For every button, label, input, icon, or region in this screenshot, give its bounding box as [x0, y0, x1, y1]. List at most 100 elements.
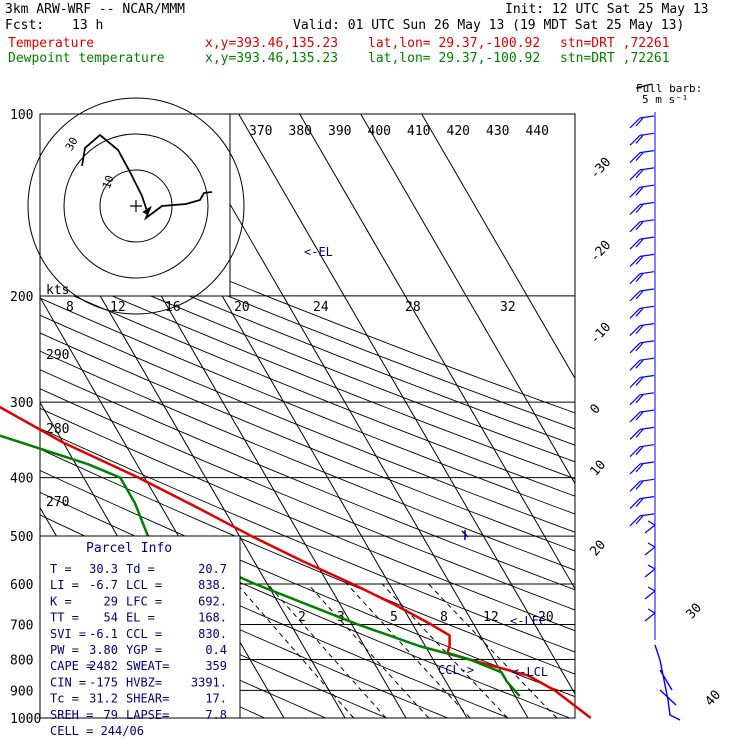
- dewpoint-line: [0, 434, 521, 697]
- wind-barb: [629, 305, 655, 319]
- dry-adiabat: [40, 314, 575, 533]
- wind-barb: [644, 542, 656, 556]
- parcel-param-label: YGP =: [126, 643, 162, 657]
- parcel-param-label: SHEAR=: [126, 692, 169, 706]
- dry-adiabat: [40, 427, 575, 653]
- hodograph: [27, 97, 245, 315]
- parcel-param-label: LFC =: [126, 594, 162, 608]
- dry-adiabat: [40, 562, 387, 718]
- dry-adiabat: [40, 332, 575, 552]
- wind-barb: [629, 357, 655, 371]
- wind-barb: [629, 496, 655, 510]
- mixing-ratio-line: [346, 583, 471, 718]
- wind-barb: [629, 513, 655, 527]
- lcl-annotation: <-LCL: [512, 665, 548, 679]
- forecast-label: Fcst:: [5, 18, 45, 33]
- mixing-ratio-label: 8: [440, 610, 448, 625]
- init-time: Init: 12 UTC Sat 25 May 13: [505, 2, 709, 17]
- parcel-param-label: CCL =: [126, 627, 162, 641]
- mixing-ratio-label: 20: [538, 610, 554, 625]
- pseudoadiabat-label: 290: [46, 348, 69, 363]
- parcel-param-value: 20.7: [198, 562, 227, 576]
- pressure-tick-label: 300: [10, 396, 33, 411]
- parcel-param-value: 3.80: [89, 643, 118, 657]
- dry-adiabat: [40, 297, 575, 515]
- pseudoadiabat-label: 280: [46, 422, 69, 437]
- pressure-tick-label: 600: [10, 578, 33, 593]
- temperature-station: stn=DRT ,72261: [560, 36, 670, 51]
- barb-scale-units: 5 m s⁻¹: [642, 93, 688, 106]
- parcel-param-label: T =: [50, 562, 72, 576]
- hodograph-speed-label: 12: [110, 300, 126, 315]
- hodograph-speed-label: 32: [500, 300, 516, 315]
- hodograph-ring: [63, 133, 209, 279]
- parcel-param-label: PW =: [50, 643, 79, 657]
- parcel-param-label: K =: [50, 594, 72, 608]
- hodograph-trace: [81, 133, 213, 221]
- parcel-param-label: CIN =: [50, 675, 86, 689]
- parcel-param-value: 7.8: [205, 708, 227, 722]
- hodograph-speed-label: 20: [234, 300, 250, 315]
- mixing-ratio-line: [236, 583, 355, 718]
- parcel-param-value: 29: [104, 594, 118, 608]
- isotherm: [238, 114, 575, 695]
- wind-barb: [644, 564, 656, 578]
- wind-barb: [629, 340, 655, 354]
- parcel-info-box: [39, 535, 241, 719]
- dry-adiabat: [40, 264, 575, 480]
- pressure-tick-label: 100: [10, 108, 33, 123]
- dry-adiabat: [40, 388, 575, 611]
- parcel-param-label: Tc =: [50, 692, 79, 706]
- dry-adiabat: [40, 469, 575, 698]
- hodograph-units-label: kts: [46, 283, 69, 298]
- wind-barb: [629, 444, 655, 458]
- parcel-param-value: 692.: [198, 594, 227, 608]
- temp-tick-label: 0: [587, 401, 603, 417]
- dry-adiabat: [40, 280, 575, 497]
- wind-barb: [629, 374, 655, 388]
- parcel-param-value: 30.3: [89, 562, 118, 576]
- parcel-param-value: 359: [205, 659, 227, 673]
- dewpoint-xy: x,y=393.46,135.23: [205, 51, 339, 66]
- wind-barb: [629, 409, 655, 423]
- temp-tick-label: -20: [587, 238, 614, 265]
- dewpoint-legend: Dewpoint temperature: [8, 51, 165, 66]
- wind-barb: [629, 150, 655, 164]
- ccl-annotation: CCL->: [438, 663, 474, 677]
- barb-scale-sample: [635, 83, 653, 89]
- plot-frame: [39, 113, 576, 719]
- wind-barb: [629, 115, 655, 129]
- hodograph-ring-label: 30: [63, 135, 81, 153]
- temp-tick-label: 30: [683, 601, 705, 623]
- parcel-param-label: SREH =: [50, 708, 93, 722]
- mixing-ratio-label: 2: [298, 610, 306, 625]
- wind-barb: [644, 608, 656, 622]
- temperature-xy: x,y=393.46,135.23: [205, 36, 339, 51]
- parcel-param-value: -6.1: [89, 627, 118, 641]
- theta-label: 440: [526, 124, 549, 139]
- wind-barb: [629, 478, 655, 492]
- hodograph-speed-label: 8: [66, 300, 74, 315]
- hodograph-box: [39, 113, 231, 297]
- temperature-latlon: lat,lon= 29.37,-100.92: [368, 36, 541, 51]
- mixing-ratio-label: 12: [483, 610, 499, 625]
- parcel-param-value: 3391.: [191, 675, 227, 689]
- isotherm: [299, 114, 575, 590]
- parcel-param-label: LI =: [50, 578, 79, 592]
- parcel-info-frame: [39, 535, 241, 719]
- pressure-tick-label: 500: [10, 530, 33, 545]
- valid-time: Valid: 01 UTC Sun 26 May 13 (19 MDT Sat …: [293, 18, 685, 33]
- parcel-param-value: 17.: [205, 692, 227, 706]
- parcel-param-value: 838.: [198, 578, 227, 592]
- dry-adiabat: [40, 448, 575, 675]
- theta-label: 390: [328, 124, 351, 139]
- wind-barb: [629, 253, 655, 267]
- wind-barb: [629, 236, 655, 250]
- hodograph-speed-label: 24: [313, 300, 329, 315]
- dry-adiabat: [40, 248, 575, 463]
- theta-label: 400: [368, 124, 391, 139]
- parcel-info-title: Parcel Info: [86, 541, 172, 556]
- parcel-param-label: LCL =: [126, 578, 162, 592]
- theta-label: 380: [289, 124, 312, 139]
- wind-barb: [629, 219, 655, 233]
